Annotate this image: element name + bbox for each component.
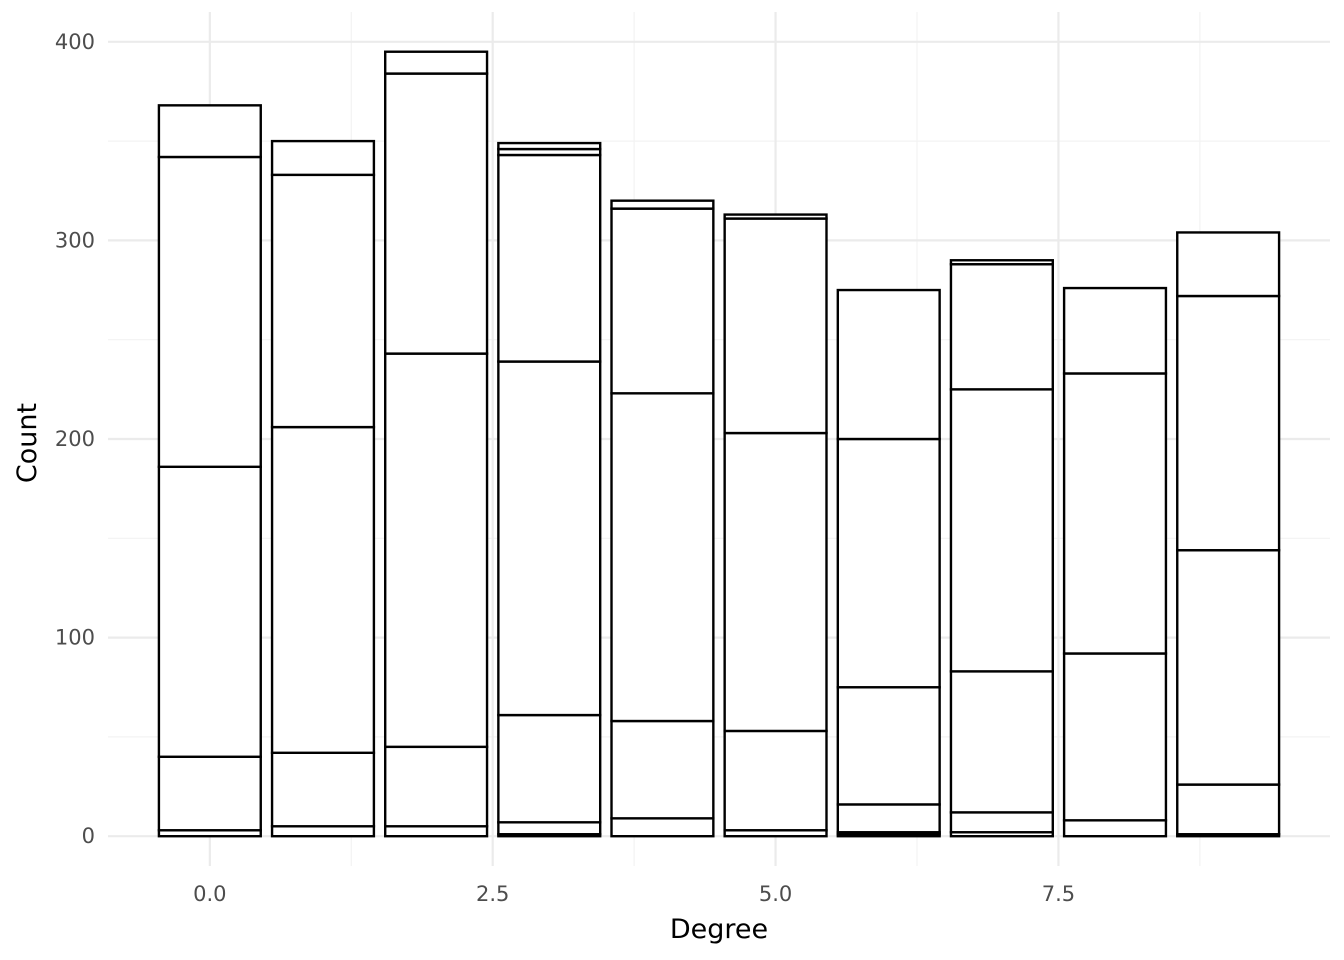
bar-stack-2 (384, 50, 489, 838)
y-tick-label: 0 (82, 824, 95, 848)
bar-segment (1062, 819, 1168, 838)
bar-segment (497, 153, 602, 363)
bar-segment (497, 360, 602, 717)
bar-stack-6 (836, 288, 941, 838)
bar-segment (723, 213, 828, 220)
bar-segment (1176, 231, 1281, 298)
bar-segment (157, 155, 262, 469)
y-tick-label: 400 (55, 30, 95, 54)
bar-stack-8 (1062, 286, 1168, 838)
x-tick-label: 2.5 (476, 882, 509, 906)
bar-segment (836, 437, 941, 689)
bar-segment (836, 803, 941, 834)
bar-segment (1062, 372, 1168, 655)
bar-segment (384, 72, 489, 355)
y-axis-ticks: 0 100 200 300 400 (55, 30, 95, 848)
bar-segment (610, 199, 715, 210)
bar-segment (1062, 652, 1168, 822)
bar-segment (723, 217, 828, 435)
bar-segment (949, 670, 1054, 814)
bar-segment (157, 755, 262, 832)
bar-stack-3 (497, 141, 602, 838)
y-tick-label: 300 (55, 228, 95, 252)
bar-segment (949, 259, 1054, 266)
bar-segment (270, 751, 376, 828)
bar-segment (497, 821, 602, 836)
bar-segment (270, 825, 376, 838)
bar-segment (384, 745, 489, 828)
bar-segment (610, 207, 715, 395)
bar-segment (949, 388, 1054, 673)
bar-segment (836, 288, 941, 441)
bar-segment (270, 425, 376, 754)
bar-segment (1176, 783, 1281, 836)
y-tick-label: 100 (55, 626, 95, 650)
x-tick-label: 7.5 (1042, 882, 1075, 906)
bar-segment (723, 729, 828, 832)
bar-segment (157, 465, 262, 758)
bar-stack-5 (723, 213, 828, 838)
bar-segment (270, 173, 376, 429)
bar-stack-7 (949, 259, 1054, 838)
bar-segment (949, 811, 1054, 834)
bar-segment (610, 817, 715, 838)
bar-segment (1062, 286, 1168, 375)
bar-segment (836, 686, 941, 806)
bars (157, 50, 1281, 838)
bar-stack-1 (270, 139, 376, 838)
y-axis-title: Count (12, 403, 43, 483)
bar-stack-9 (1176, 231, 1281, 838)
bar-segment (610, 392, 715, 723)
bar-segment (384, 50, 489, 75)
bar-segment (497, 141, 602, 151)
bar-segment (497, 713, 602, 824)
x-axis-title: Degree (670, 914, 768, 945)
y-tick-label: 200 (55, 427, 95, 451)
bar-stack-4 (610, 199, 715, 838)
bar-segment (1176, 549, 1281, 786)
bar-segment (384, 352, 489, 749)
bar-segment (723, 431, 828, 733)
x-tick-label: 5.0 (759, 882, 792, 906)
bar-stack-0 (157, 104, 262, 838)
bar-segment (157, 104, 262, 159)
bar-segment (1176, 294, 1281, 552)
bar-segment (384, 825, 489, 838)
bar-segment (610, 719, 715, 820)
bar-segment (270, 139, 376, 177)
x-axis-ticks: 0.0 2.5 5.0 7.5 (193, 882, 1075, 906)
x-tick-label: 0.0 (193, 882, 226, 906)
bar-segment (949, 263, 1054, 391)
